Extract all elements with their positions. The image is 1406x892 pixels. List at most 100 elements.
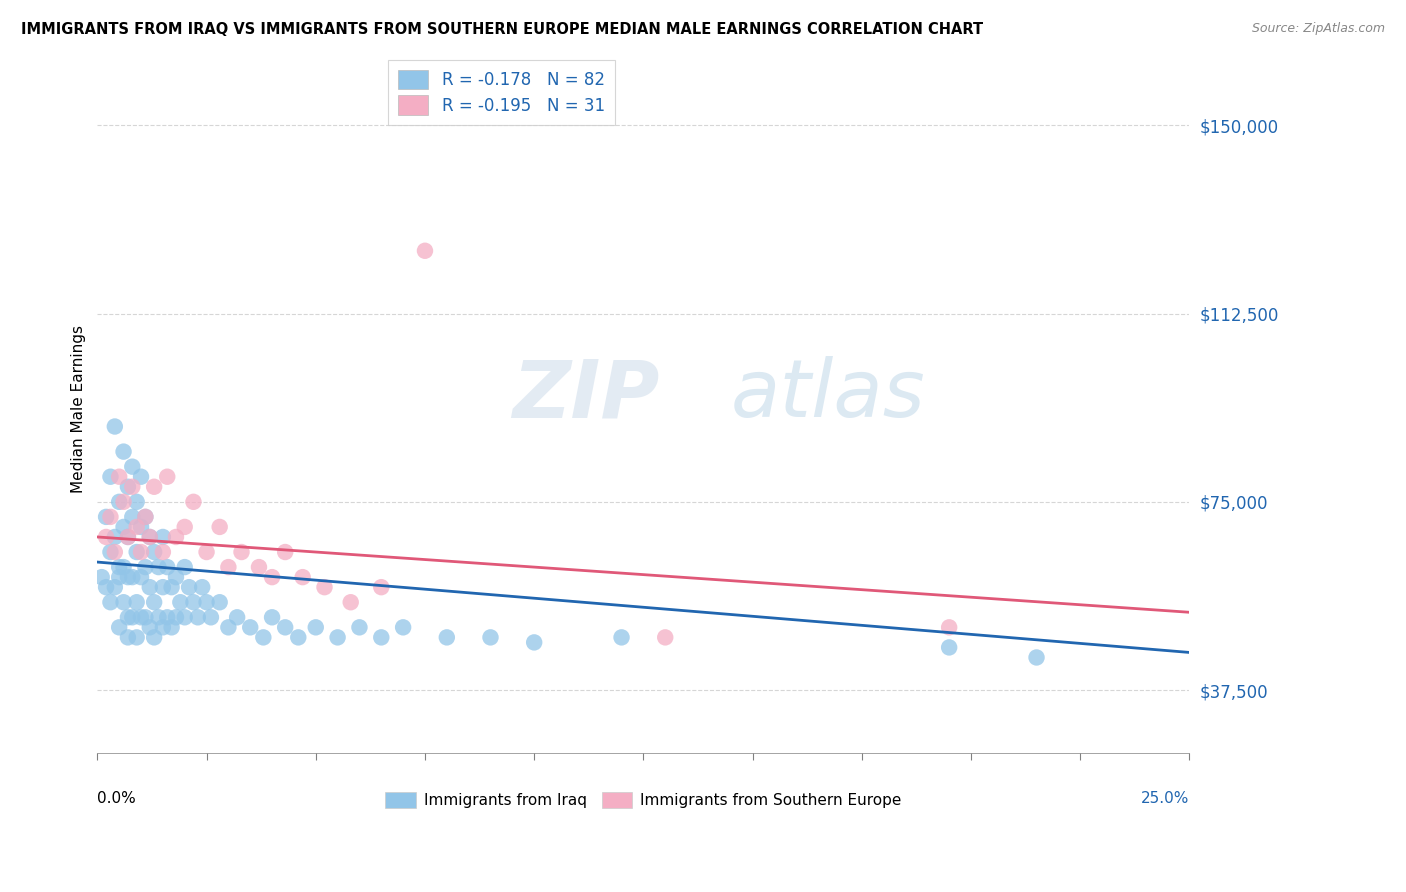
Point xyxy=(274,545,297,559)
Point xyxy=(134,509,156,524)
Point xyxy=(169,595,191,609)
Point xyxy=(187,610,209,624)
Point xyxy=(100,545,122,559)
Point xyxy=(129,610,152,624)
Point xyxy=(938,640,960,655)
Point xyxy=(305,620,328,634)
Point xyxy=(108,469,131,483)
Point xyxy=(239,620,262,634)
Text: 25.0%: 25.0% xyxy=(1142,790,1189,805)
Point xyxy=(217,560,239,574)
Point xyxy=(100,509,122,524)
Point xyxy=(108,495,131,509)
Point xyxy=(104,545,127,559)
Text: ZIP: ZIP xyxy=(512,356,659,434)
Point xyxy=(160,580,183,594)
Point xyxy=(208,595,231,609)
Point xyxy=(117,530,139,544)
Text: Source: ZipAtlas.com: Source: ZipAtlas.com xyxy=(1251,22,1385,36)
Point xyxy=(938,620,960,634)
Point xyxy=(125,631,148,645)
Point xyxy=(94,509,117,524)
Point xyxy=(610,631,633,645)
Point xyxy=(117,631,139,645)
Point xyxy=(479,631,502,645)
Point xyxy=(173,560,195,574)
Point xyxy=(208,520,231,534)
Point xyxy=(177,580,200,594)
Point xyxy=(104,580,127,594)
Point xyxy=(165,530,187,544)
Point xyxy=(291,570,314,584)
Point xyxy=(94,580,117,594)
Point xyxy=(252,631,274,645)
Point xyxy=(160,620,183,634)
Point xyxy=(139,620,162,634)
Point xyxy=(117,480,139,494)
Point xyxy=(117,570,139,584)
Legend: R = -0.178   N = 82, R = -0.195   N = 31: R = -0.178 N = 82, R = -0.195 N = 31 xyxy=(388,60,614,125)
Point xyxy=(139,580,162,594)
Point xyxy=(143,595,166,609)
Point xyxy=(129,545,152,559)
Point xyxy=(247,560,270,574)
Point xyxy=(100,595,122,609)
Point xyxy=(143,480,166,494)
Point xyxy=(436,631,458,645)
Point xyxy=(152,530,174,544)
Point xyxy=(262,610,284,624)
Point xyxy=(129,570,152,584)
Point xyxy=(139,530,162,544)
Point xyxy=(125,545,148,559)
Point xyxy=(165,570,187,584)
Point xyxy=(1025,650,1047,665)
Point xyxy=(104,530,127,544)
Point xyxy=(148,560,170,574)
Point xyxy=(112,595,135,609)
Point xyxy=(339,595,361,609)
Point xyxy=(148,610,170,624)
Point xyxy=(165,610,187,624)
Point xyxy=(152,620,174,634)
Point xyxy=(262,570,284,584)
Point xyxy=(152,580,174,594)
Point xyxy=(274,620,297,634)
Point xyxy=(156,610,179,624)
Point xyxy=(121,480,143,494)
Point xyxy=(139,530,162,544)
Point xyxy=(654,631,676,645)
Point xyxy=(112,495,135,509)
Point xyxy=(195,545,218,559)
Point xyxy=(104,419,127,434)
Point xyxy=(108,570,131,584)
Point xyxy=(129,520,152,534)
Text: atlas: atlas xyxy=(731,356,925,434)
Point xyxy=(392,620,415,634)
Point xyxy=(129,469,152,483)
Point xyxy=(117,610,139,624)
Point xyxy=(523,635,546,649)
Point xyxy=(370,631,392,645)
Point xyxy=(156,560,179,574)
Point xyxy=(108,620,131,634)
Point xyxy=(143,545,166,559)
Point xyxy=(231,545,253,559)
Point xyxy=(94,530,117,544)
Point xyxy=(125,495,148,509)
Point xyxy=(314,580,336,594)
Point xyxy=(112,444,135,458)
Point xyxy=(173,610,195,624)
Text: 0.0%: 0.0% xyxy=(97,790,136,805)
Point xyxy=(90,570,112,584)
Point xyxy=(100,469,122,483)
Point xyxy=(326,631,349,645)
Y-axis label: Median Male Earnings: Median Male Earnings xyxy=(72,325,86,493)
Point xyxy=(108,560,131,574)
Point xyxy=(183,495,205,509)
Point xyxy=(134,610,156,624)
Point xyxy=(121,459,143,474)
Point xyxy=(195,595,218,609)
Point xyxy=(413,244,436,258)
Point xyxy=(191,580,214,594)
Point xyxy=(134,560,156,574)
